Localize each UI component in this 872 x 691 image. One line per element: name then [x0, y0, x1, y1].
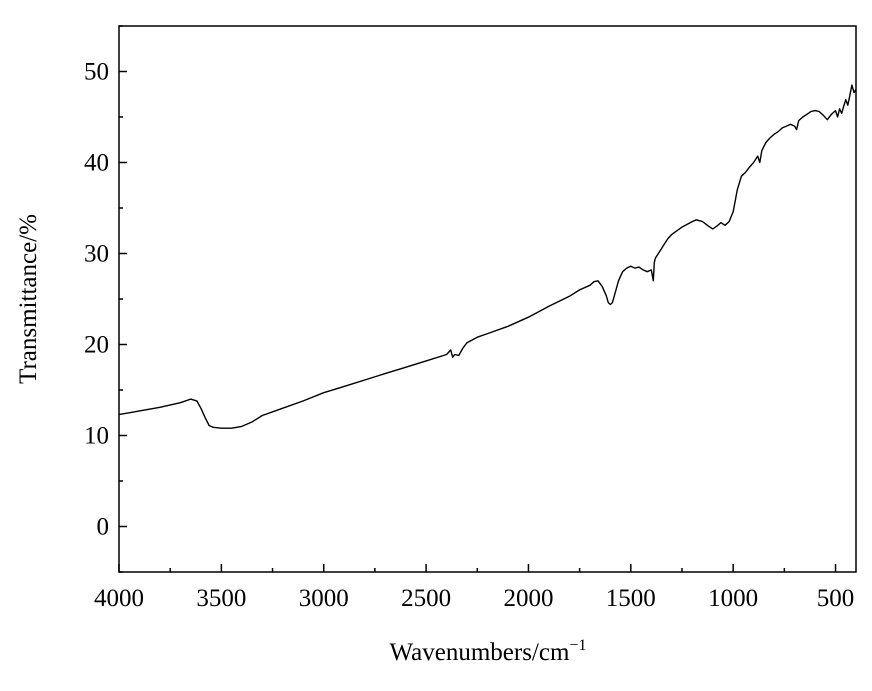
x-tick-label: 2000 [503, 585, 553, 612]
transmittance-line [118, 84, 857, 429]
x-tick-label: 3000 [299, 585, 349, 612]
x-tick-label: 2500 [401, 585, 451, 612]
x-axis-label-main: Wavenumbers/cm [390, 639, 570, 666]
x-tick-label: 500 [817, 585, 855, 612]
y-tick-label: 40 [84, 150, 109, 177]
x-axis-label-superscript: −1 [569, 637, 586, 654]
x-tick-label: 1000 [708, 585, 758, 612]
y-tick-label: 50 [84, 59, 109, 86]
x-tick-label: 3500 [196, 585, 246, 612]
y-tick-label: 30 [84, 241, 109, 268]
x-axis-ticks: 4000 3500 3000 2500 2000 1500 1000 500 [94, 564, 854, 612]
plot-frame [118, 25, 857, 573]
y-axis-label: Transmittance/% [15, 214, 42, 384]
y-tick-label: 20 [84, 332, 109, 359]
y-tick-label: 10 [84, 423, 109, 450]
y-tick-label: 0 [97, 514, 110, 541]
x-tick-label: 1500 [606, 585, 656, 612]
y-axis-ticks: 0 10 20 30 40 50 [84, 25, 127, 573]
x-tick-label: 4000 [94, 585, 144, 612]
x-axis-label: Wavenumbers/cm−1 [390, 637, 587, 666]
